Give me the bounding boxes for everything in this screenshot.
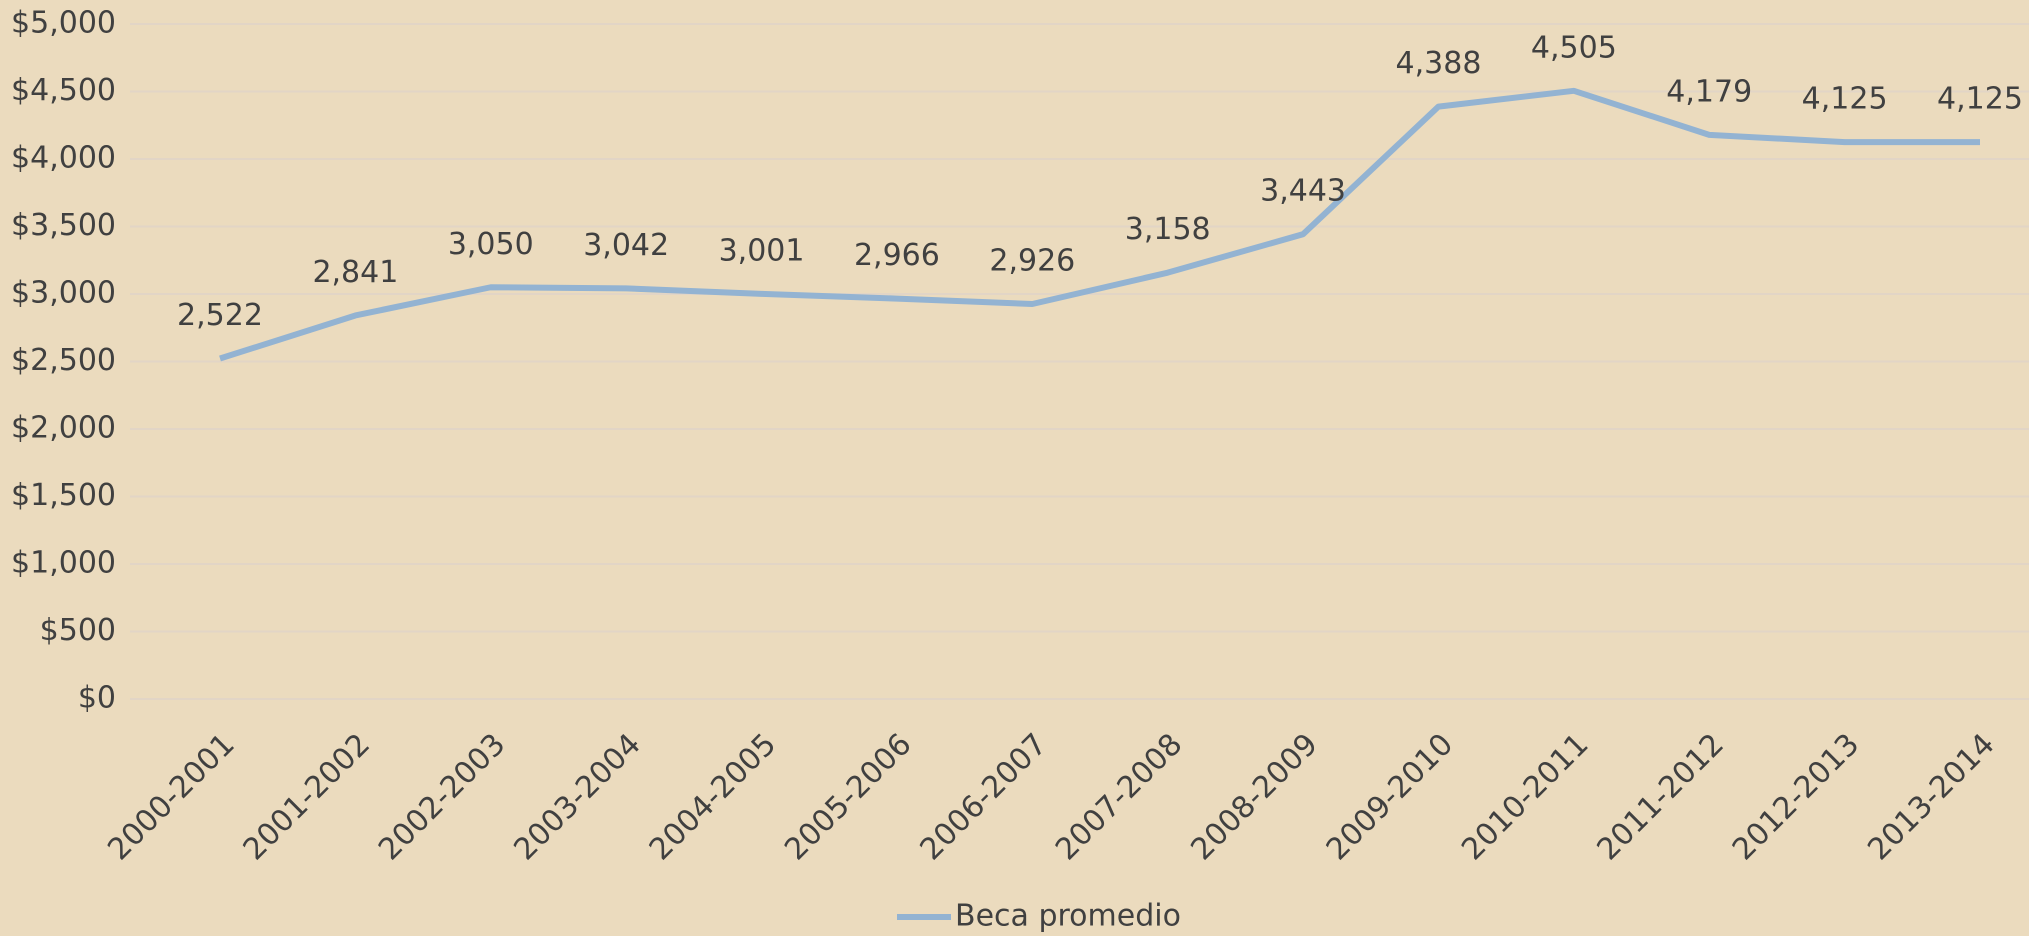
- data-label: 2,966: [854, 238, 940, 273]
- x-tick-label: 2000-2001: [101, 727, 241, 867]
- data-label: 3,443: [1260, 174, 1346, 209]
- x-tick-label: 2008-2009: [1184, 727, 1324, 867]
- x-tick-label: 2007-2008: [1049, 727, 1189, 867]
- y-tick-label: $500: [40, 613, 116, 648]
- y-tick-label: $4,000: [11, 141, 116, 176]
- data-label: 2,841: [312, 255, 398, 290]
- x-tick-label: 2002-2003: [372, 727, 512, 867]
- data-label: 2,926: [989, 243, 1075, 278]
- data-label: 2,522: [177, 298, 263, 333]
- data-label: 3,050: [448, 227, 534, 262]
- y-tick-label: $3,000: [11, 276, 116, 311]
- data-label: 3,001: [719, 233, 805, 268]
- data-label: 4,179: [1666, 74, 1752, 109]
- x-tick-label: 2006-2007: [914, 727, 1054, 867]
- x-tick-label: 2013-2014: [1861, 727, 2001, 867]
- data-label: 4,505: [1531, 30, 1617, 65]
- x-tick-label: 2012-2013: [1726, 727, 1866, 867]
- y-tick-label: $3,500: [11, 208, 116, 243]
- line: [219, 87, 1980, 362]
- x-tick-label: 2005-2006: [778, 727, 918, 867]
- y-tick-label: $1,500: [11, 478, 116, 513]
- x-tick-label: 2004-2005: [643, 727, 783, 867]
- y-tick-label: $4,500: [11, 73, 116, 108]
- y-tick-label: $2,000: [11, 411, 116, 446]
- x-tick-label: 2010-2011: [1455, 727, 1595, 867]
- x-tick-label: 2001-2002: [237, 727, 377, 867]
- y-tick-label: $1,000: [11, 546, 116, 581]
- data-label: 3,042: [583, 228, 669, 263]
- x-tick-label: 2003-2004: [507, 727, 647, 867]
- y-tick-label: $5,000: [11, 6, 116, 41]
- data-label: 4,388: [1396, 46, 1482, 81]
- x-tick-label: 2011-2012: [1591, 727, 1731, 867]
- legend-label: Beca promedio: [955, 899, 1181, 934]
- y-tick-label: $0: [78, 681, 116, 716]
- data-label: 3,158: [1125, 212, 1211, 247]
- x-tick-label: 2009-2010: [1320, 727, 1460, 867]
- data-label: 4,125: [1937, 82, 2023, 117]
- y-tick-label: $2,500: [11, 343, 116, 378]
- data-label: 4,125: [1802, 82, 1888, 117]
